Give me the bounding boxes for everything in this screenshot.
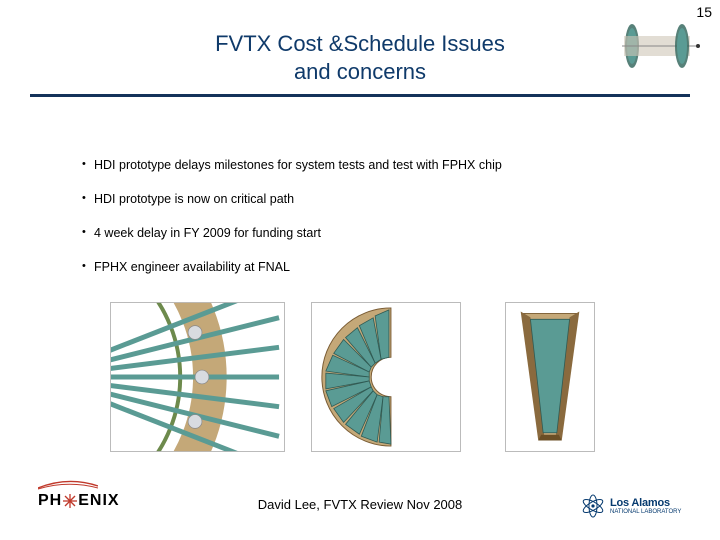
lanl-subtitle: NATIONAL LABORATORY xyxy=(610,509,681,516)
bullet-item: HDI prototype is now on critical path xyxy=(82,192,642,206)
detector-figure-wedge xyxy=(505,302,595,452)
title-line-1: FVTX Cost &Schedule Issues xyxy=(215,31,505,56)
bullet-list: HDI prototype delays milestones for syst… xyxy=(82,158,642,294)
title-line-2: and concerns xyxy=(294,59,426,84)
phenix-swoosh-icon xyxy=(38,480,98,490)
detector-figure-half-disc xyxy=(311,302,461,452)
bullet-item: FPHX engineer availability at FNAL xyxy=(82,260,642,274)
title-block: FVTX Cost &Schedule Issues and concerns xyxy=(0,30,720,85)
title-underline xyxy=(30,94,690,97)
phenix-logo: PH ENIX xyxy=(38,484,148,518)
lanl-name: Los Alamos xyxy=(610,497,681,509)
lanl-text-block: Los Alamos NATIONAL LABORATORY xyxy=(610,497,681,516)
phenix-pre: PH xyxy=(38,492,62,510)
slide: 15 FVTX Cost &Schedule Issues and concer… xyxy=(0,0,720,540)
bullet-item: 4 week delay in FY 2009 for funding star… xyxy=(82,226,642,240)
los-alamos-logo: Los Alamos NATIONAL LABORATORY xyxy=(580,486,700,526)
slide-title: FVTX Cost &Schedule Issues and concerns xyxy=(215,30,505,85)
phenix-star-icon xyxy=(63,494,77,508)
lanl-atom-icon xyxy=(580,493,606,519)
detector-figure-arc xyxy=(110,302,285,452)
figure-row xyxy=(110,302,620,452)
bullet-item: HDI prototype delays milestones for syst… xyxy=(82,158,642,172)
phenix-post: ENIX xyxy=(78,492,119,510)
